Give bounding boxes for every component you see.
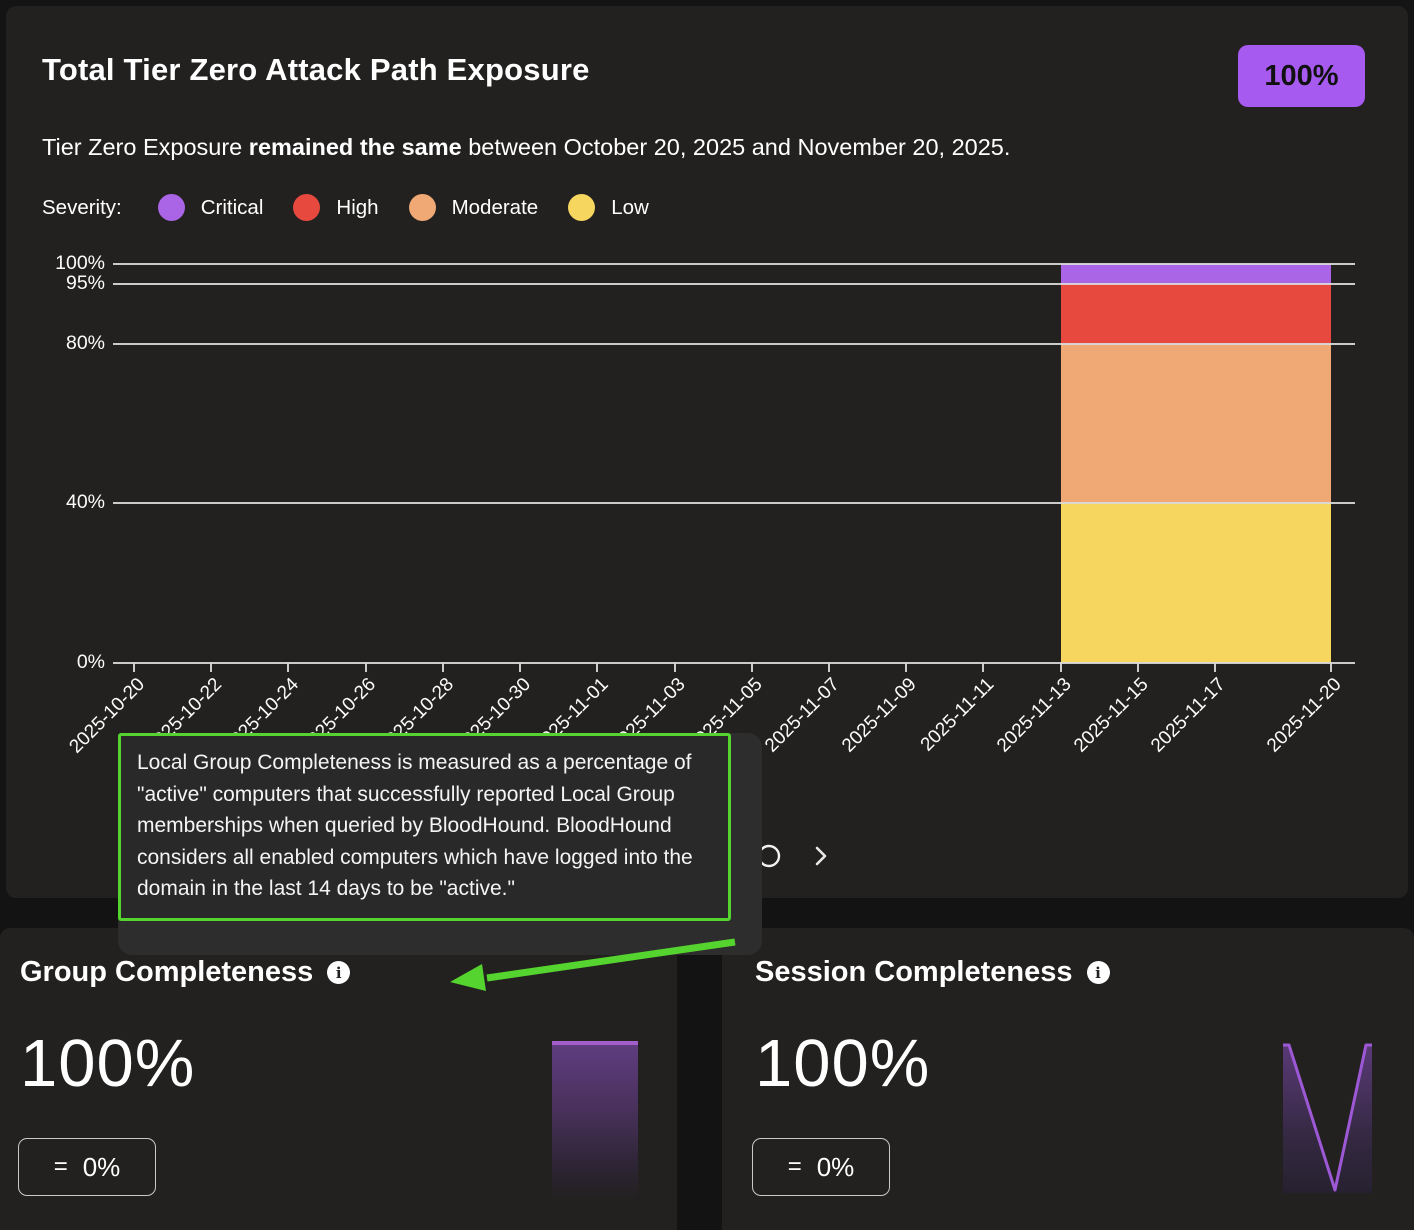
info-tooltip: Local Group Completeness is measured as … <box>118 733 731 921</box>
info-icon[interactable]: i <box>1086 961 1110 984</box>
low-dot-icon <box>568 194 596 221</box>
x-axis-tick <box>1214 663 1217 672</box>
exposure-summary: Tier Zero Exposure remained the same bet… <box>42 134 1010 161</box>
group-completeness-title: Group Completeness i <box>20 956 351 989</box>
page-title: Total Tier Zero Attack Path Exposure <box>42 52 590 87</box>
high-dot-icon <box>293 194 321 221</box>
x-axis-tick <box>1136 663 1139 672</box>
y-axis-label: 95% <box>65 271 105 294</box>
carousel-controls <box>754 841 836 871</box>
x-axis-tick <box>905 663 908 672</box>
gridline <box>113 282 1355 285</box>
x-axis-tick <box>364 663 367 672</box>
legend-item-label: High <box>336 195 379 219</box>
legend-item-label: Critical <box>200 195 264 219</box>
x-axis-tick <box>210 663 213 672</box>
y-axis-label: 40% <box>65 491 105 514</box>
x-axis-tick <box>828 663 831 672</box>
session-completeness-sparkline <box>1283 1043 1372 1193</box>
legend-item-label: Low <box>611 195 649 219</box>
legend-item-moderate[interactable]: Moderate <box>408 194 539 221</box>
group-completeness-card: Group Completeness i 100% = 0% <box>0 928 677 1230</box>
gridline <box>113 662 1355 664</box>
card-title-text: Group Completeness <box>20 956 314 988</box>
equals-icon: = <box>53 1153 68 1180</box>
legend-item-critical[interactable]: Critical <box>157 194 264 221</box>
band-critical[interactable] <box>1060 264 1331 284</box>
band-low[interactable] <box>1060 503 1331 663</box>
x-axis-label: 2025-11-20 <box>1263 674 1346 757</box>
summary-trend: remained the same <box>248 134 462 160</box>
chevron-right-icon[interactable] <box>806 841 836 871</box>
summary-prefix: Tier Zero Exposure <box>42 134 249 160</box>
session-delta-badge: = 0% <box>752 1138 890 1196</box>
band-moderate[interactable] <box>1060 343 1331 504</box>
x-axis-tick <box>1330 663 1332 672</box>
equals-icon: = <box>787 1153 802 1180</box>
x-axis-tick <box>750 663 753 672</box>
x-axis-tick <box>1059 663 1062 672</box>
severity-legend: Severity: Critical High Moderate Low <box>42 194 679 221</box>
session-completeness-value: 100% <box>755 1026 931 1101</box>
x-axis-tick <box>441 663 444 672</box>
legend-item-low[interactable]: Low <box>568 194 649 221</box>
x-axis-tick <box>673 663 676 672</box>
legend-item-label: Moderate <box>451 195 539 219</box>
session-completeness-card: Session Completeness i 100% = 0% <box>722 928 1414 1230</box>
x-axis-tick <box>519 663 522 672</box>
group-delta-badge: = 0% <box>18 1138 156 1196</box>
delta-value: 0% <box>816 1151 855 1182</box>
gridline <box>113 263 1355 265</box>
gridline <box>113 502 1355 505</box>
info-icon[interactable]: i <box>327 961 351 984</box>
delta-value: 0% <box>82 1151 121 1182</box>
y-axis-label: 100% <box>55 252 105 274</box>
session-completeness-title: Session Completeness i <box>755 956 1110 989</box>
y-axis-label: 0% <box>76 651 105 673</box>
legend-item-high[interactable]: High <box>293 194 379 221</box>
x-axis-tick <box>982 663 985 672</box>
exposure-percent-badge: 100% <box>1238 45 1365 107</box>
gridline <box>113 342 1355 345</box>
card-title-text: Session Completeness <box>755 956 1073 988</box>
moderate-dot-icon <box>408 194 436 221</box>
band-high[interactable] <box>1060 283 1331 344</box>
group-completeness-value: 100% <box>20 1026 196 1101</box>
critical-dot-icon <box>157 194 185 221</box>
summary-suffix: between October 20, 2025 and November 20… <box>461 134 1011 160</box>
x-axis-tick <box>287 663 290 672</box>
exposure-chart: 0% 40% 80% 95% 100% 2025-10-20 2025-10-22 2025-… <box>6 6 1408 898</box>
tooltip-text: Local Group Completeness is measured as … <box>137 751 693 900</box>
y-axis-label: 80% <box>65 331 105 354</box>
x-axis-tick <box>133 663 135 672</box>
legend-caption: Severity: <box>42 195 122 219</box>
x-axis-tick <box>596 663 599 672</box>
group-completeness-sparkbar <box>552 1041 638 1199</box>
